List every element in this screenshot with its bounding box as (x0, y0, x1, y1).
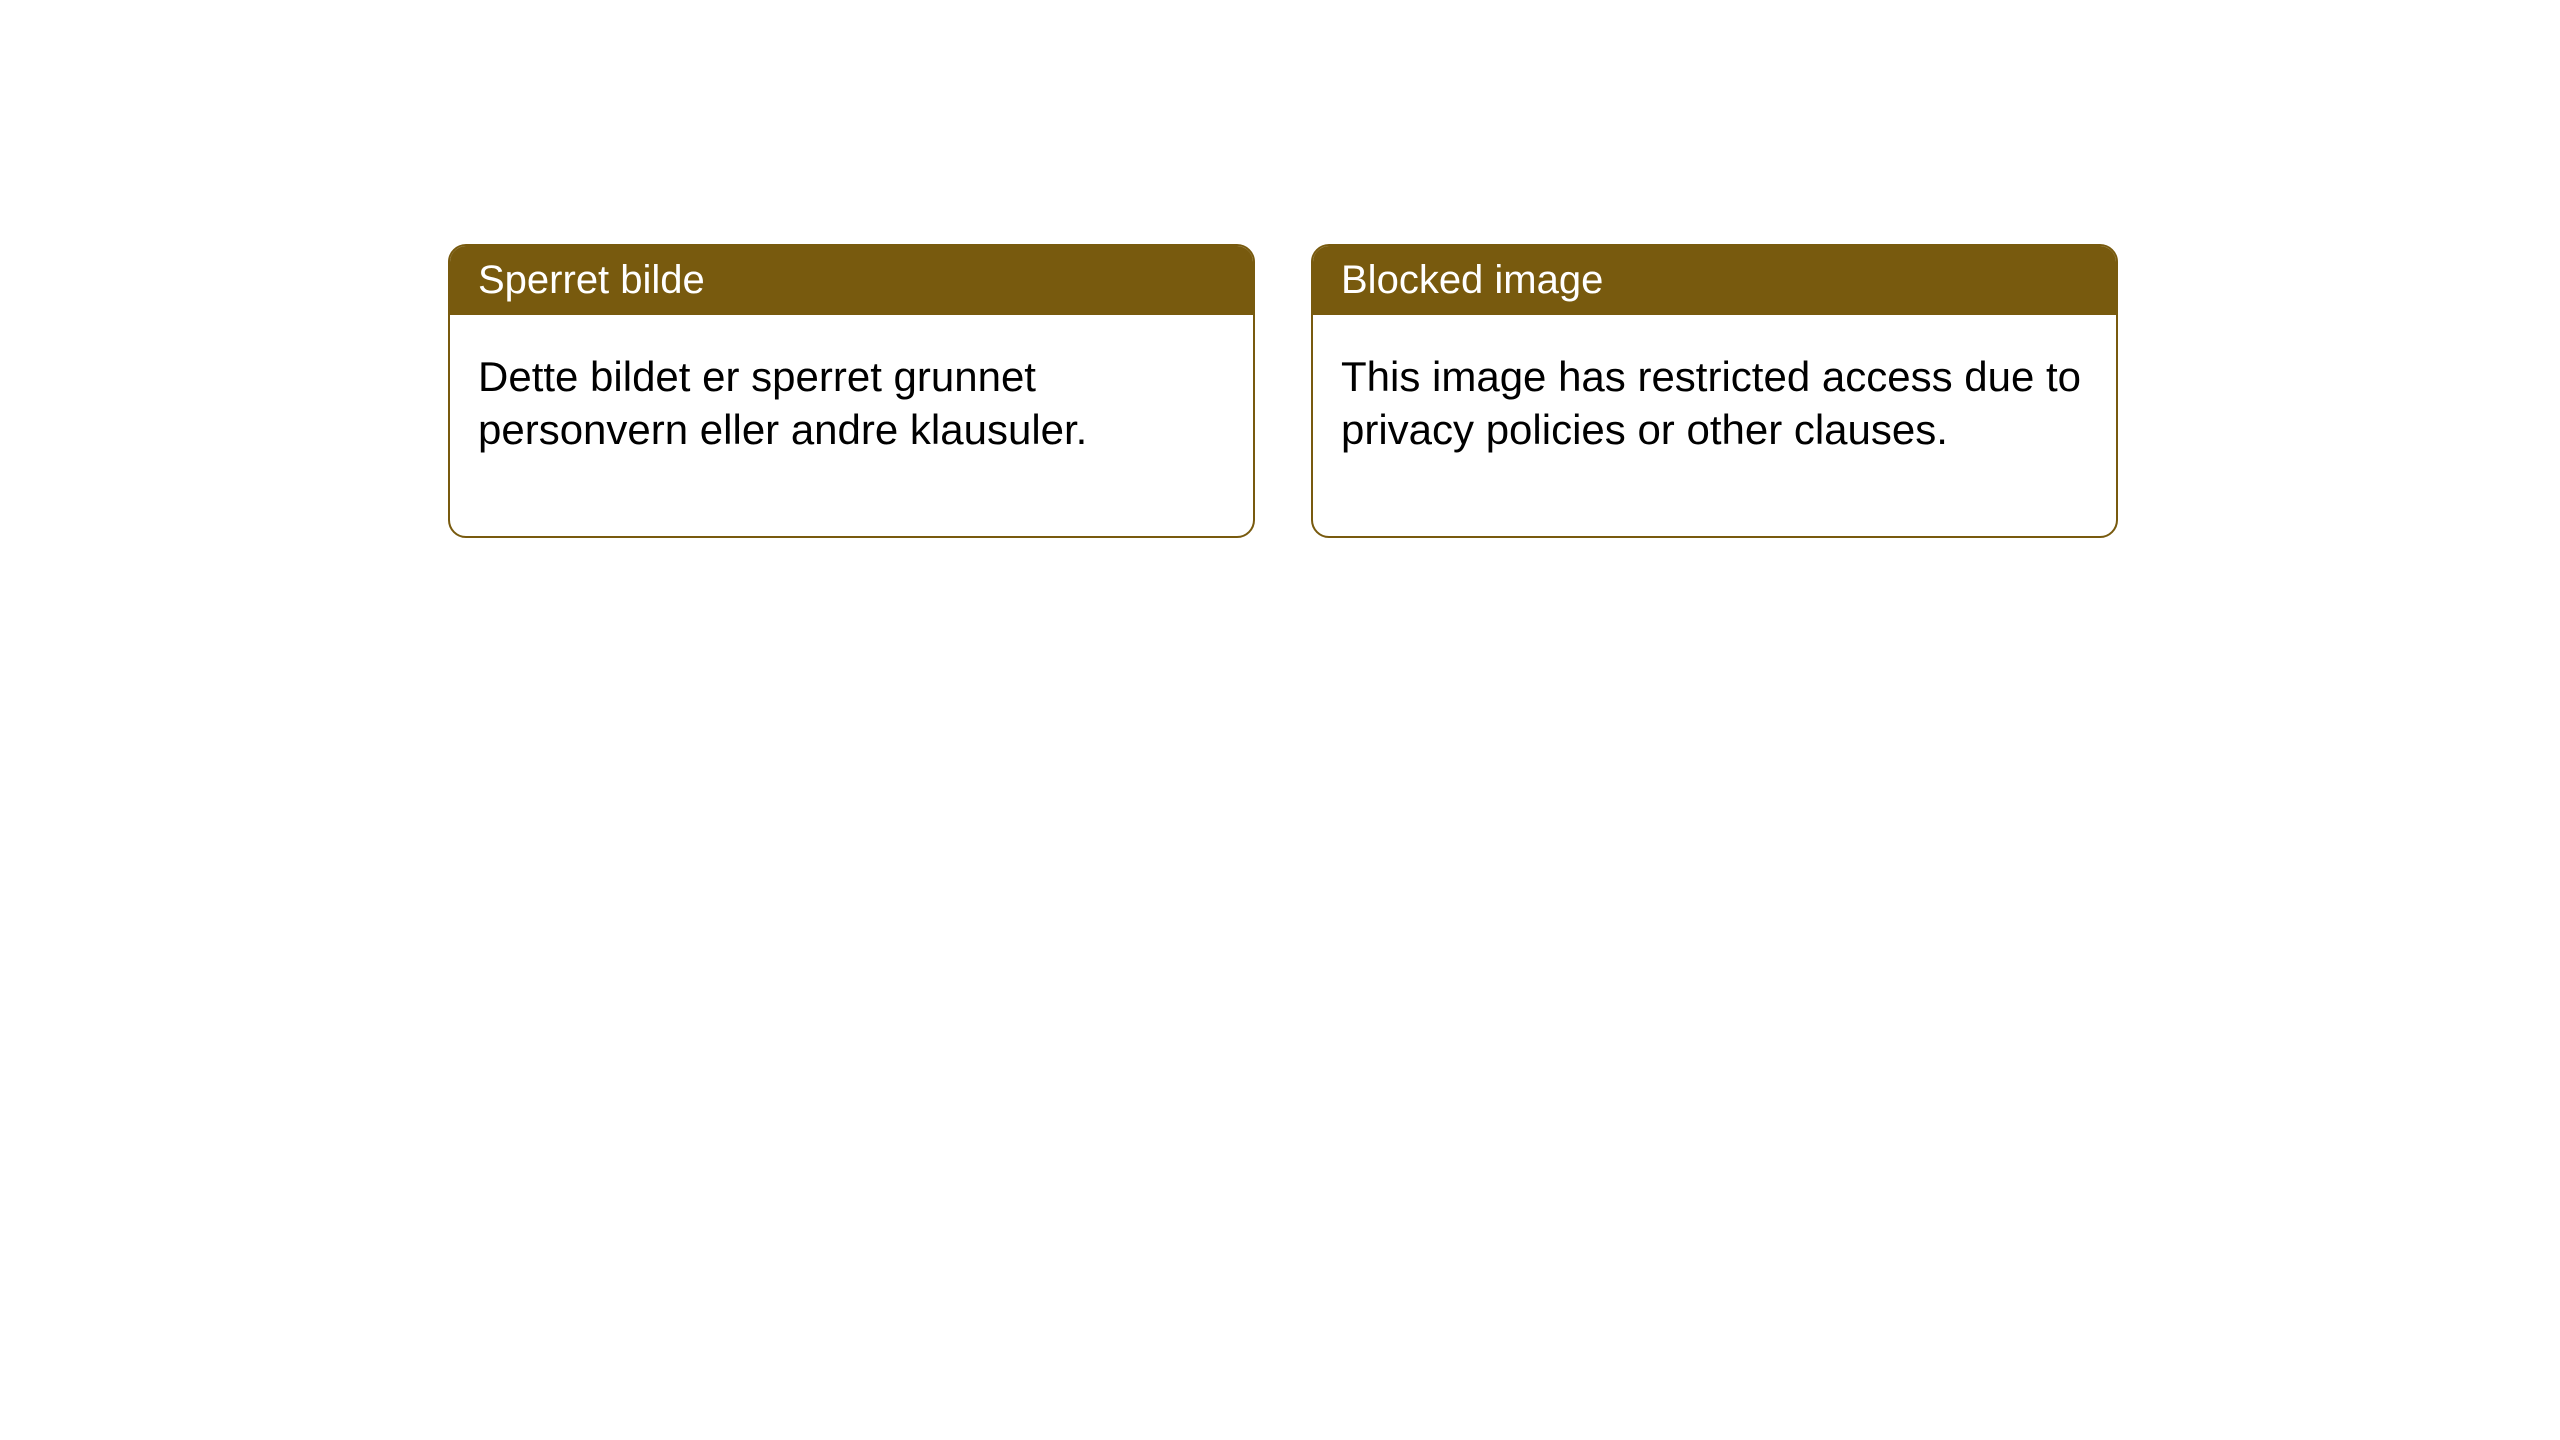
notice-card-header: Blocked image (1313, 246, 2116, 315)
notice-card-body: This image has restricted access due to … (1313, 315, 2116, 536)
notice-card-norwegian: Sperret bilde Dette bildet er sperret gr… (448, 244, 1255, 538)
notice-card-text: Dette bildet er sperret grunnet personve… (478, 353, 1087, 453)
notice-cards-container: Sperret bilde Dette bildet er sperret gr… (448, 244, 2118, 538)
notice-card-header: Sperret bilde (450, 246, 1253, 315)
notice-card-english: Blocked image This image has restricted … (1311, 244, 2118, 538)
notice-card-title: Blocked image (1341, 258, 1603, 302)
notice-card-text: This image has restricted access due to … (1341, 353, 2081, 453)
notice-card-body: Dette bildet er sperret grunnet personve… (450, 315, 1253, 536)
notice-card-title: Sperret bilde (478, 258, 705, 302)
